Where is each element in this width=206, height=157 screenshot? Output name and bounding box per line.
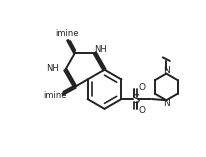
Text: S: S	[131, 93, 139, 106]
Text: O: O	[138, 106, 145, 115]
Text: imine: imine	[55, 29, 79, 38]
Text: NH: NH	[94, 45, 107, 54]
Text: O: O	[138, 83, 145, 92]
Text: imine: imine	[43, 91, 66, 100]
Text: N: N	[162, 99, 169, 108]
Text: NH: NH	[46, 64, 58, 73]
Text: N: N	[162, 66, 169, 75]
